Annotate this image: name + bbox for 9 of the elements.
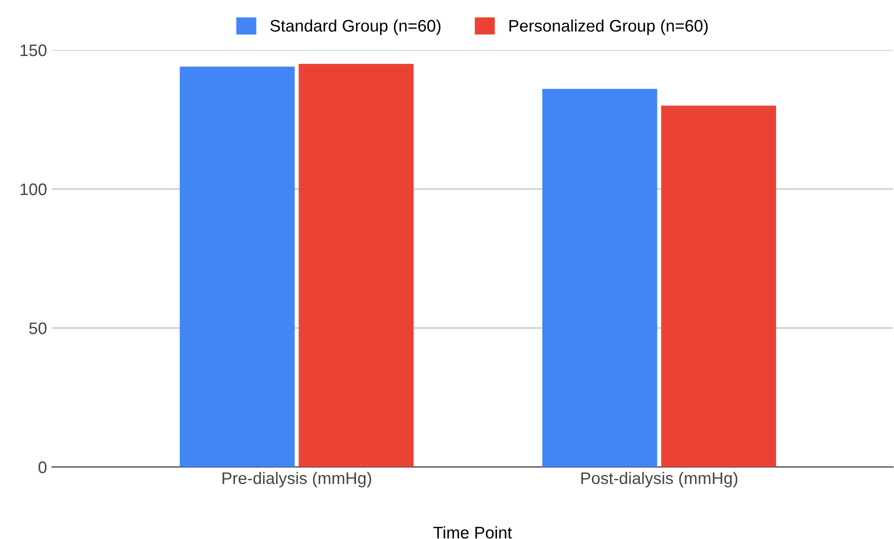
y-tick-label: 50	[29, 322, 46, 334]
y-tick-label: 100	[20, 183, 46, 196]
x-axis-title: Time Point	[433, 526, 512, 539]
y-tick-label: 0	[38, 461, 46, 474]
legend-label: Personalized Group (n=60)	[510, 19, 708, 35]
x-tick-label: Pre-dialysis (mmHg)	[222, 472, 372, 488]
legend-label: Standard Group (n=60)	[270, 19, 440, 35]
y-tick-label: 150	[20, 44, 46, 56]
x-tick-label: Post-dialysis (mmHg)	[581, 472, 738, 488]
